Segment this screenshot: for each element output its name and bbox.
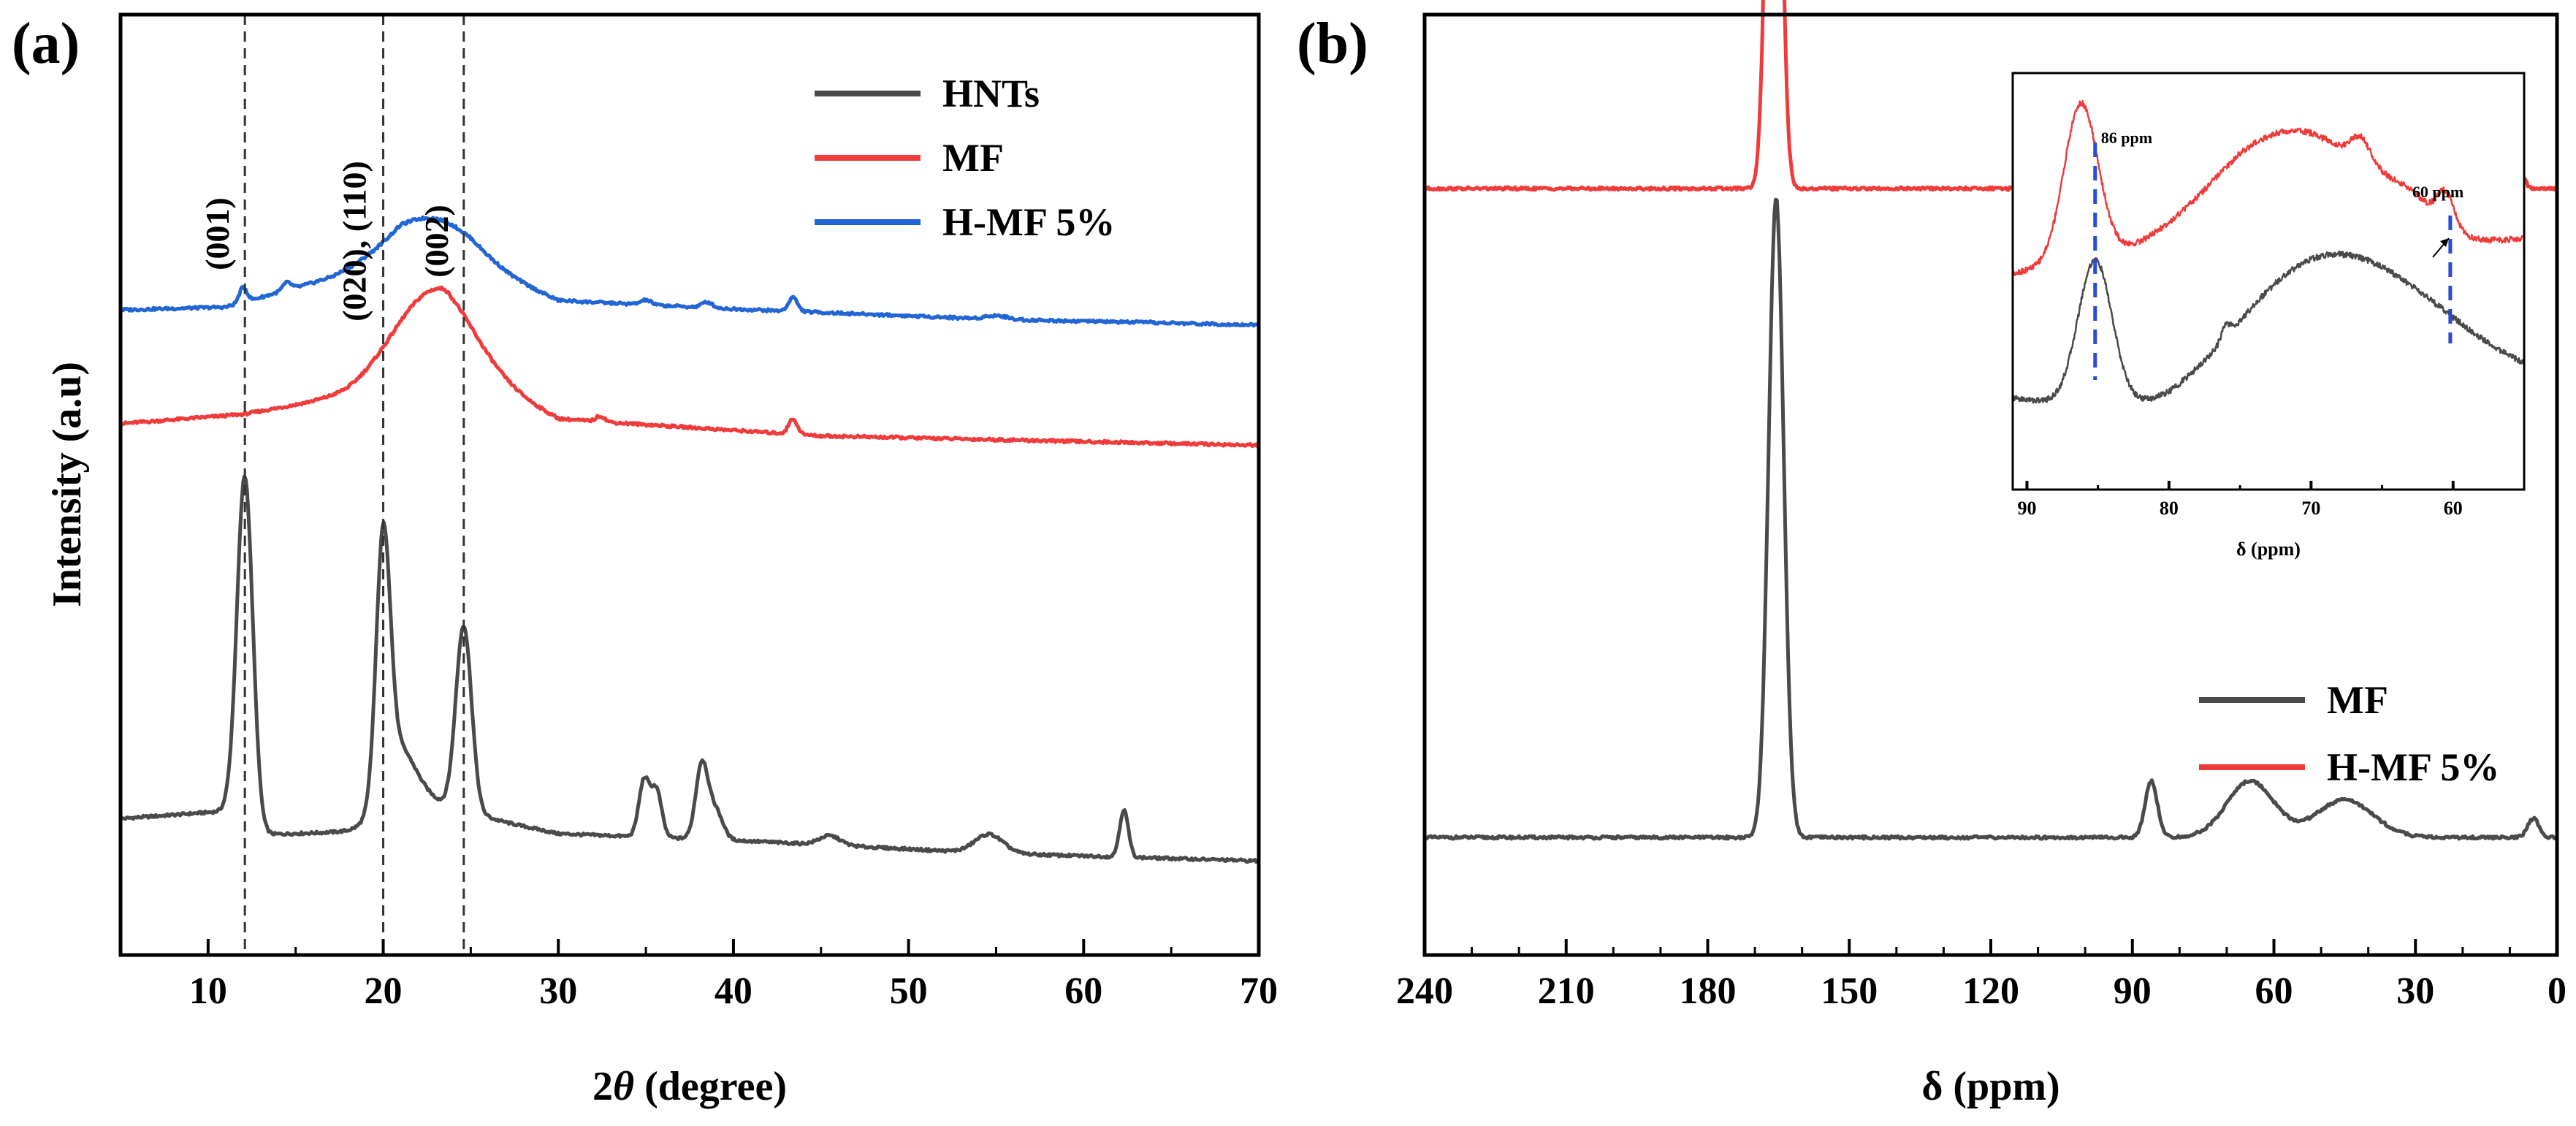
- panel-b-inset: 86 ppm 60 ppm 90 80 70 60 δ (ppm): [2011, 72, 2526, 560]
- panel-a-plot-area: [119, 215, 1261, 864]
- panel-b-xtick-label: 90: [2114, 970, 2152, 1012]
- panel-b: (b) 240 210 180 150 120 90 60 30 0 δ (ppm) MF H-M…: [1297, 0, 2567, 1109]
- panel-b-xtick-label: 30: [2396, 970, 2434, 1012]
- panel-a-hnts-line: [119, 474, 1260, 864]
- panel-a-legend-label: MF: [942, 136, 1004, 180]
- panel-a-legend-label: HNTs: [942, 72, 1040, 115]
- panel-b-label: (b): [1297, 12, 1368, 76]
- panel-b-xtick-label: 150: [1821, 970, 1878, 1012]
- panel-a-h-mf-5--line: [120, 215, 1260, 328]
- panel-a: (a) (001) (020), (110) (002) 10 20 30 40 50 60 7…: [12, 12, 1278, 1109]
- inset-xtick-label: 80: [2160, 498, 2179, 519]
- panel-a-annotation: (002): [418, 205, 455, 278]
- inset-xlabel: δ (ppm): [2236, 539, 2301, 560]
- panel-b-xtick-label: 120: [1962, 970, 2019, 1012]
- inset-annotation: 86 ppm: [2101, 129, 2152, 147]
- panel-a-annotation: (020), (110): [336, 161, 373, 322]
- panel-a-annotation: (001): [199, 197, 236, 270]
- panel-b-legend-label: H-MF 5%: [2327, 745, 2499, 789]
- panel-a-xtick-label: 10: [189, 970, 227, 1012]
- inset-xtick-label: 60: [2444, 498, 2463, 519]
- inset-h-mf-5--line: [2011, 99, 2526, 276]
- panel-a-legend-label: H-MF 5%: [942, 200, 1115, 244]
- panel-a-xlabel: 2θ (degree): [592, 1064, 787, 1109]
- panel-b-xtick-label: 240: [1396, 970, 1453, 1012]
- inset-annotation-arrowhead: [2440, 238, 2449, 247]
- panel-b-xtick-label: 180: [1680, 970, 1737, 1012]
- inset-frame: [2011, 72, 2526, 491]
- inset-xtick-label: 70: [2301, 498, 2320, 519]
- panel-b-xtick-label: 210: [1538, 970, 1595, 1012]
- inset-xtick-label: 90: [2017, 498, 2036, 519]
- panel-b-mf-line: [1422, 197, 2558, 841]
- panel-a-xtick-label: 20: [365, 970, 403, 1012]
- panel-b-xlabel: δ (ppm): [1921, 1064, 2059, 1109]
- panel-b-xtick-label: 0: [2548, 970, 2567, 1012]
- panel-a-ylabel: Intensity (a.u): [45, 362, 90, 607]
- panel-b-legend-label: MF: [2327, 678, 2388, 722]
- panel-a-xtick-label: 70: [1240, 970, 1278, 1012]
- inset-mf-line: [2012, 251, 2526, 404]
- panel-a-xtick-label: 60: [1064, 970, 1102, 1012]
- panel-a-xtick-label: 40: [715, 970, 752, 1012]
- panel-b-legend: MF H-MF 5%: [2199, 678, 2499, 789]
- panel-a-mf-line: [120, 285, 1261, 449]
- inset-annotation: 60 ppm: [2412, 183, 2463, 201]
- panel-a-xtick-label: 50: [890, 970, 928, 1012]
- panel-a-frame: [118, 12, 1261, 957]
- panel-a-xtick-label: 30: [539, 970, 577, 1012]
- panel-b-xtick-label: 60: [2255, 970, 2293, 1012]
- panel-a-label: (a): [12, 12, 80, 76]
- panel-a-legend: HNTs MF H-MF 5%: [815, 72, 1115, 244]
